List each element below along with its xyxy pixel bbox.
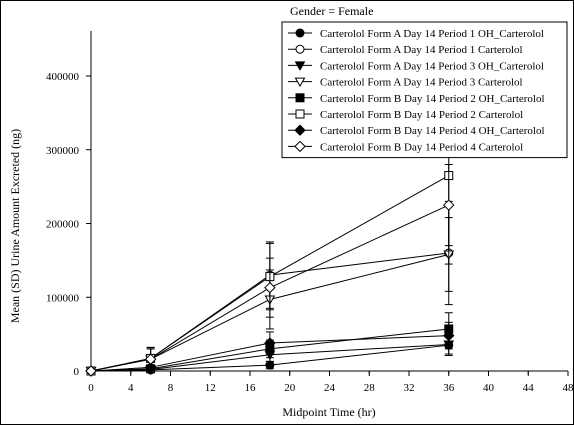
legend-entry-label: Carterolol Form A Day 14 Period 1 OH_Car… [320,28,544,40]
legend-box [282,22,567,158]
x-tick-label: 4 [128,382,134,394]
x-tick-label: 16 [245,382,257,394]
legend-entry-label: Carterolol Form A Day 14 Period 3 OH_Car… [320,60,544,72]
legend-entry-label: Carterolol Form A Day 14 Period 3 Carter… [320,77,523,89]
x-axis-label: Midpoint Time (hr) [282,405,375,419]
legend-entry-label: Carterolol Form A Day 14 Period 1 Carter… [320,44,523,56]
x-tick-label: 40 [483,382,495,394]
legend-entry-label: Carterolol Form B Day 14 Period 4 Carter… [320,141,523,153]
y-tick-label: 400000 [46,71,80,83]
data-point [266,361,274,369]
x-tick-label: 48 [563,382,574,394]
y-tick-label: 300000 [46,145,80,157]
x-tick-label: 12 [205,382,216,394]
x-tick-label: 36 [443,382,455,394]
legend-entry-label: Carterolol Form B Day 14 Period 2 OH_Car… [320,93,545,105]
legend-marker [296,29,304,37]
x-tick-label: 20 [284,382,296,394]
legend-marker [296,94,304,102]
legend: Carterolol Form A Day 14 Period 1 OH_Car… [282,22,567,158]
y-axis-label: Mean (SD) Urine Amount Excreted (ng) [8,129,22,323]
legend-entry-label: Carterolol Form B Day 14 Period 4 OH_Car… [320,125,545,137]
x-tick-label: 32 [404,382,415,394]
y-tick-label: 0 [74,366,80,378]
data-point [265,283,275,293]
x-tick-label: 0 [88,382,94,394]
legend-marker [296,45,304,53]
y-tick-label: 200000 [46,219,80,231]
x-tick-label: 24 [324,382,336,394]
chart-title: Gender = Female [290,4,373,18]
legend-marker [296,110,304,118]
x-tick-label: 28 [364,382,376,394]
x-tick-label: 8 [168,382,174,394]
legend-entry-label: Carterolol Form B Day 14 Period 2 Carter… [320,109,523,121]
x-tick-label: 44 [523,382,535,394]
y-tick-label: 100000 [46,292,80,304]
